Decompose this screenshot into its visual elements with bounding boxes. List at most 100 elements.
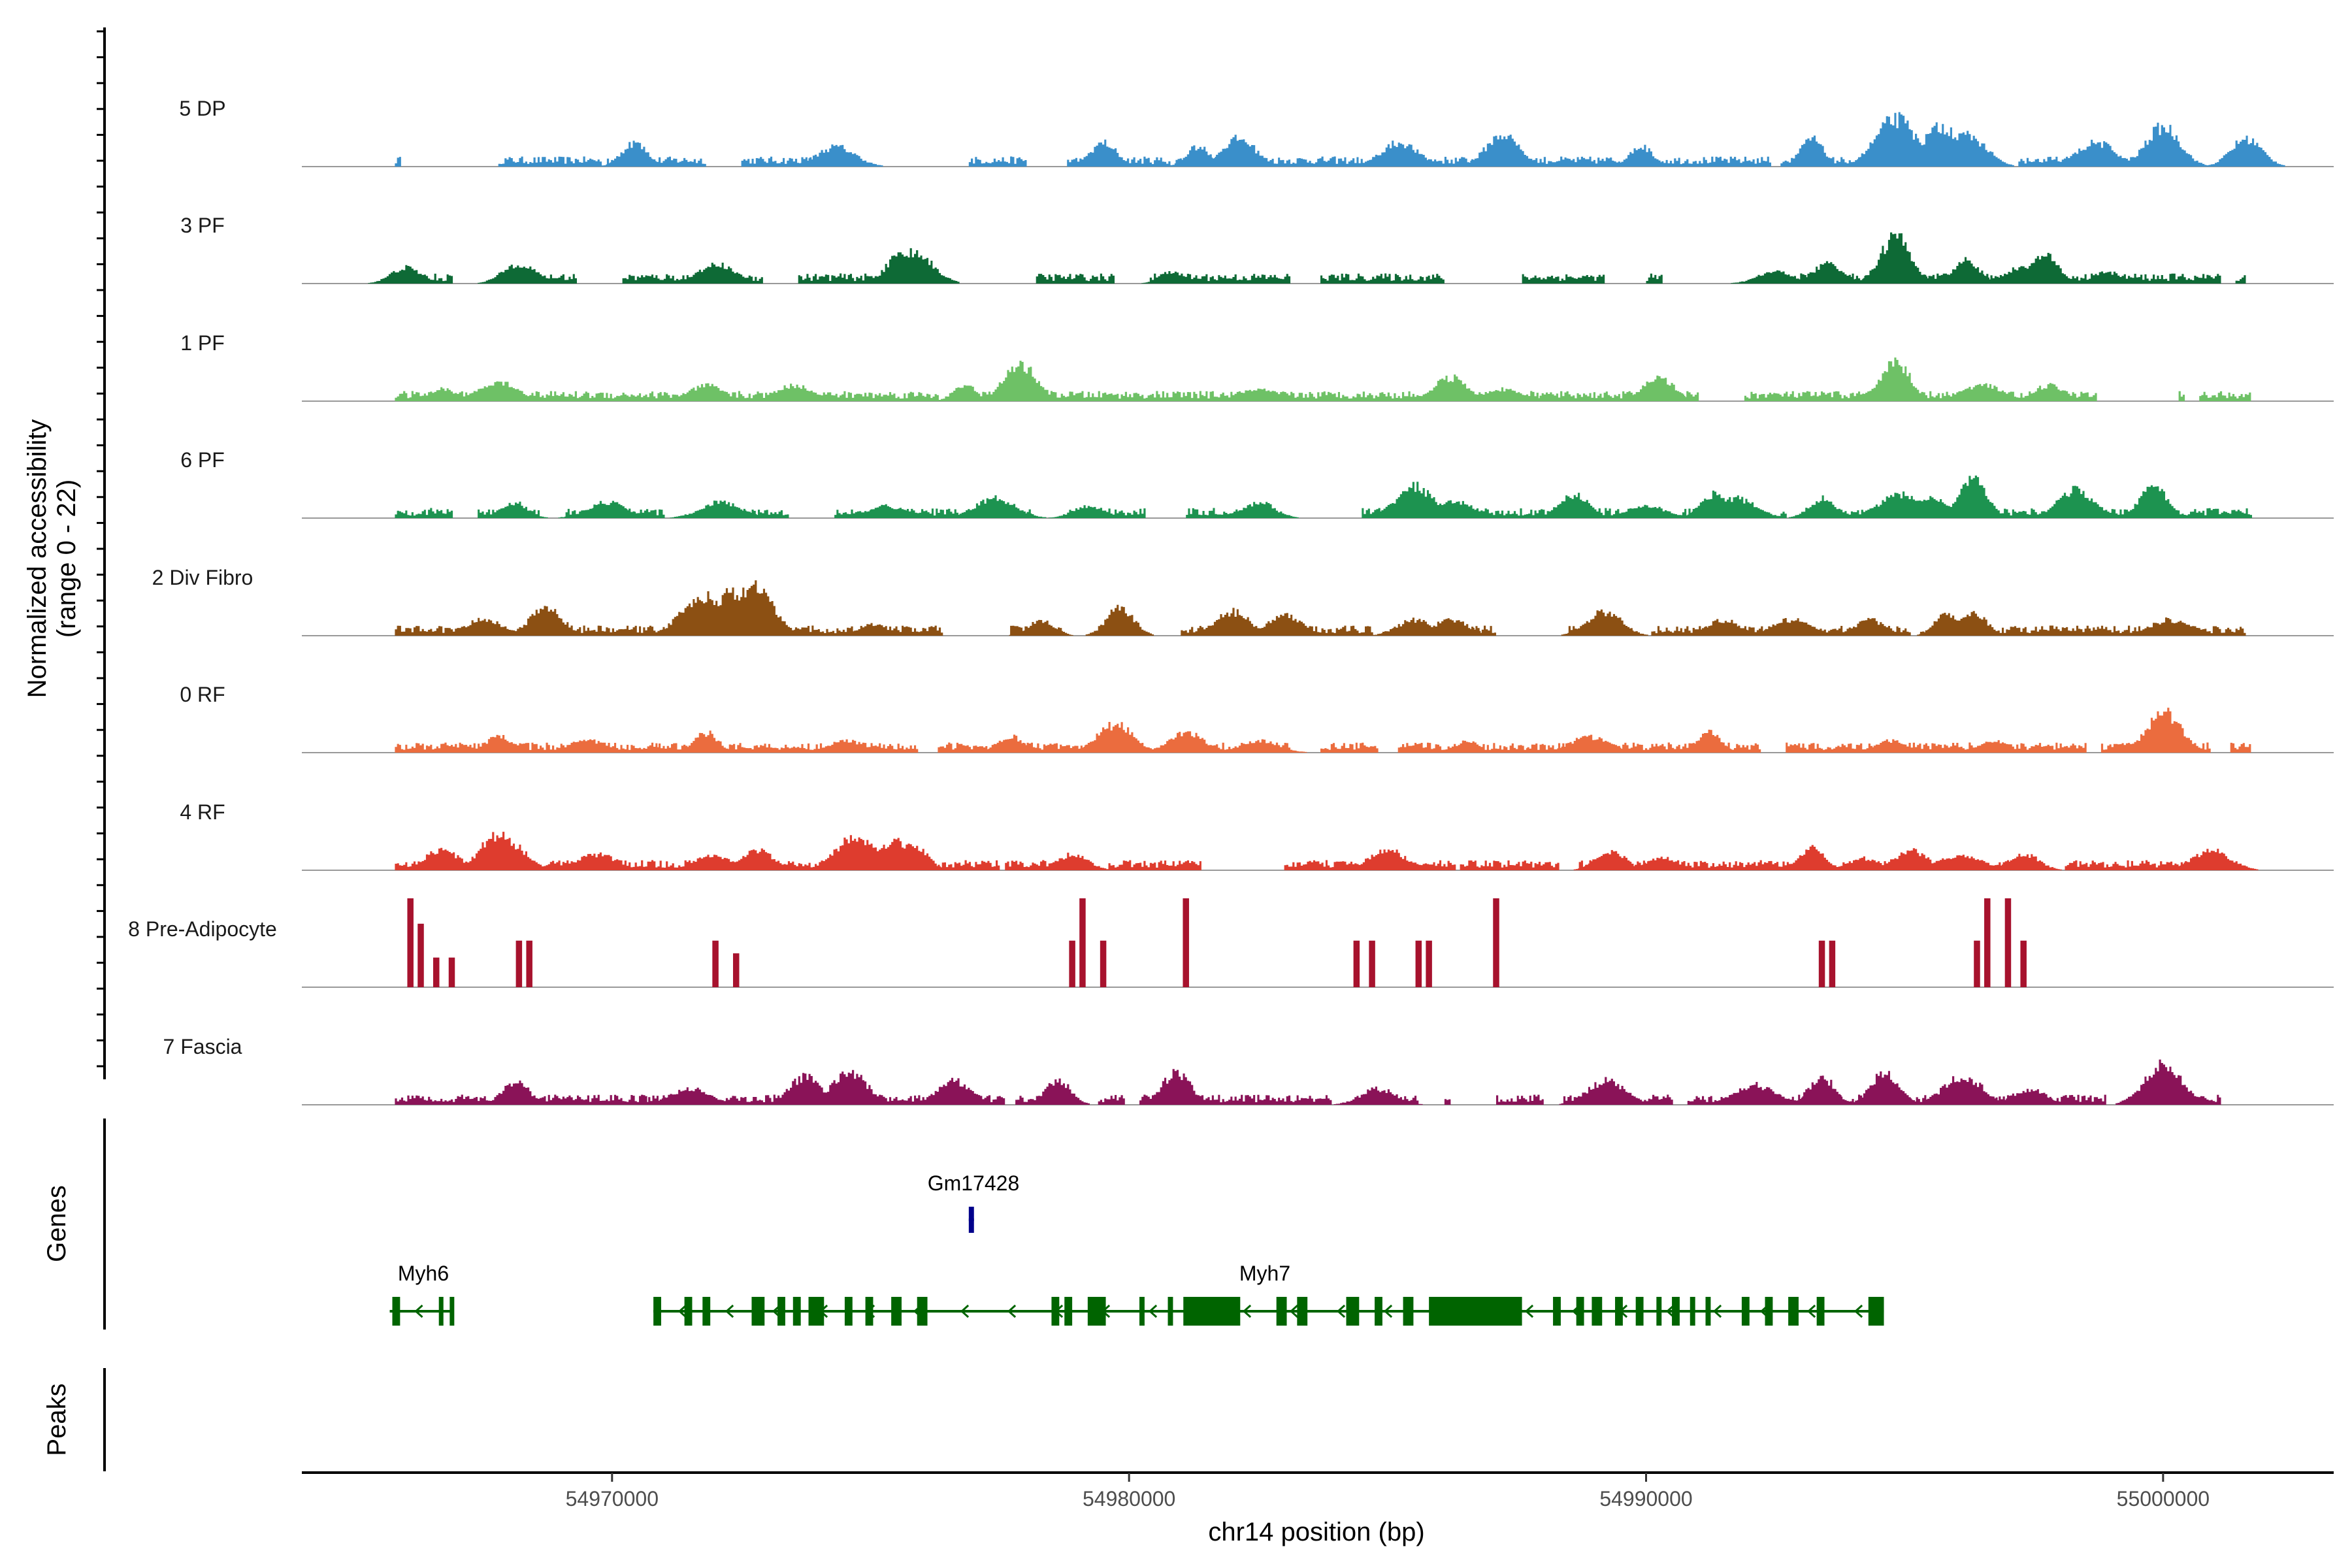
gene-label: Myh6 xyxy=(398,1262,449,1285)
coverage-block xyxy=(1069,940,1075,987)
x-tick-label: 54970000 xyxy=(566,1487,659,1511)
strand-arrow xyxy=(1806,1304,1816,1318)
coverage-y-axis xyxy=(97,27,106,1079)
coverage-area xyxy=(395,580,2246,636)
strand-arrow xyxy=(960,1304,970,1318)
x-axis: 54970000 54980000 54990000 55000000 xyxy=(302,1471,2334,1511)
genes-panel-title: Genes xyxy=(42,1185,71,1262)
x-tick-label: 54980000 xyxy=(1083,1487,1175,1511)
coverage-block xyxy=(1369,940,1375,987)
exon xyxy=(1615,1297,1623,1326)
exon xyxy=(1346,1297,1360,1326)
coverage-block xyxy=(1183,898,1189,987)
track-4: 6 PF xyxy=(180,448,2334,519)
exon xyxy=(1139,1297,1145,1326)
track-label: 0 RF xyxy=(180,683,225,706)
track-9: 7 Fascia xyxy=(163,1035,2334,1105)
track-6: 0 RF xyxy=(180,683,2334,753)
exon xyxy=(1553,1297,1561,1326)
coverage-block xyxy=(2004,898,2012,987)
exon xyxy=(1168,1297,1173,1326)
gene-myh6: Myh6 xyxy=(389,1262,455,1326)
exon xyxy=(844,1297,853,1326)
exon xyxy=(792,1297,801,1326)
exon xyxy=(1705,1297,1711,1326)
exon xyxy=(1592,1297,1603,1326)
gene-myh7: Myh7 xyxy=(653,1262,1884,1326)
exon xyxy=(1635,1297,1644,1326)
track-8: 8 Pre-Adipocyte xyxy=(128,898,2334,988)
exon xyxy=(1656,1297,1662,1326)
coverage-block xyxy=(1984,898,1991,987)
track-7: 4 RF xyxy=(180,800,2334,871)
strand-arrow xyxy=(1665,1304,1675,1318)
track-1: 5 DP xyxy=(179,97,2334,167)
track-label: 2 Div Fibro xyxy=(152,566,253,589)
coverage-area xyxy=(395,475,2253,518)
coverage-tracks: 5 DP 3 PF 1 PF 6 PF 2 Div Fibro 0 RF 4 RF 8 Pre… xyxy=(128,97,2334,1105)
exon xyxy=(1672,1297,1680,1326)
strand-arrow xyxy=(1289,1304,1299,1318)
coverage-block xyxy=(732,953,740,987)
exon xyxy=(751,1297,765,1326)
coverage-block xyxy=(448,957,455,987)
coverage-block xyxy=(1974,940,1980,987)
coverage-block xyxy=(1493,898,1499,987)
strand-arrow xyxy=(1712,1304,1722,1318)
track-label: 7 Fascia xyxy=(163,1035,242,1058)
gene-annotations: Myh6 Myh7 Gm17428 xyxy=(389,1171,1884,1326)
exon xyxy=(777,1297,785,1326)
coverage-block xyxy=(515,940,523,987)
exon xyxy=(702,1297,711,1326)
exon xyxy=(917,1297,928,1326)
exon xyxy=(1788,1297,1799,1326)
exon xyxy=(392,1297,400,1326)
strand-arrow xyxy=(1383,1304,1393,1318)
exon xyxy=(1576,1297,1584,1326)
exon xyxy=(968,1207,974,1233)
exon xyxy=(1276,1297,1287,1326)
exon xyxy=(1816,1297,1825,1326)
track-label: 4 RF xyxy=(180,800,225,824)
exon xyxy=(449,1297,455,1326)
exon xyxy=(438,1297,444,1326)
coverage-block xyxy=(526,940,532,987)
exon xyxy=(891,1297,902,1326)
exon xyxy=(653,1297,661,1326)
exon xyxy=(1690,1297,1695,1326)
coverage-area xyxy=(395,708,2251,753)
track-5: 2 Div Fibro xyxy=(152,566,2334,636)
exon xyxy=(1051,1297,1060,1326)
gene-label: Myh7 xyxy=(1239,1262,1290,1285)
exon xyxy=(1183,1297,1241,1326)
x-tick-label: 55000000 xyxy=(2117,1487,2210,1511)
coverage-block xyxy=(1079,898,1086,987)
track-label: 1 PF xyxy=(180,331,225,355)
track-3: 1 PF xyxy=(180,331,2334,402)
x-tick-label: 54990000 xyxy=(1599,1487,1692,1511)
x-axis-title: chr14 position (bp) xyxy=(1208,1518,1424,1546)
exon xyxy=(1429,1297,1522,1326)
coverage-block xyxy=(1426,940,1432,987)
coverage-area xyxy=(368,232,2246,284)
track-2: 3 PF xyxy=(180,214,2334,284)
y-axis-title: Normalized accessibility xyxy=(23,419,52,698)
strand-arrow xyxy=(1524,1304,1534,1318)
exon xyxy=(1765,1297,1773,1326)
coverage-area xyxy=(395,1059,2221,1105)
track-label: 8 Pre-Adipocyte xyxy=(128,917,277,941)
exon xyxy=(1403,1297,1414,1326)
gene-gm17428: Gm17428 xyxy=(928,1171,1019,1233)
track-label: 3 PF xyxy=(180,214,225,237)
coverage-area xyxy=(395,112,2285,167)
strand-arrow xyxy=(1148,1304,1158,1318)
coverage-block xyxy=(433,957,440,987)
exon xyxy=(1375,1297,1382,1326)
coverage-block xyxy=(1818,940,1825,987)
strand-arrow xyxy=(678,1304,687,1318)
coverage-block xyxy=(1829,940,1836,987)
strand-arrow xyxy=(1007,1304,1017,1318)
coverage-block xyxy=(1353,940,1360,987)
strand-arrow xyxy=(1336,1304,1346,1318)
